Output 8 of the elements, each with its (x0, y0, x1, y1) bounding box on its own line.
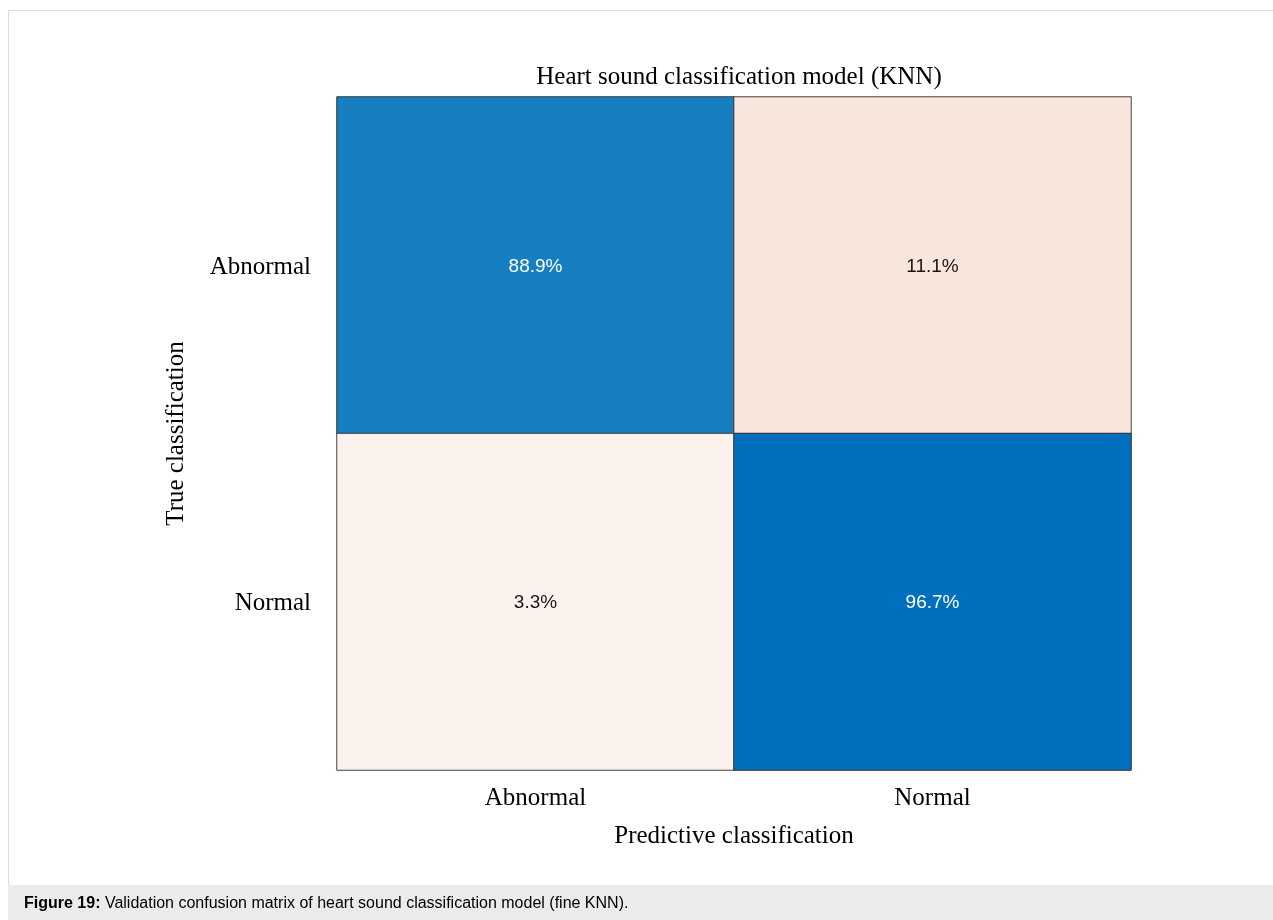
caption: Figure 19: Validation confusion matrix of heart sound classification model (fine KNN). (8, 885, 1273, 920)
chart-title: Heart sound classification model (KNN) (536, 62, 942, 90)
data-label: 88.9% (508, 254, 563, 276)
data-label: 96.7% (905, 591, 960, 613)
data-label: 11.1% (906, 254, 959, 276)
data-label: 3.3% (513, 591, 558, 613)
y-axis-title: True classification (161, 340, 188, 526)
x-axis-title: Predictive classification (614, 821, 855, 848)
